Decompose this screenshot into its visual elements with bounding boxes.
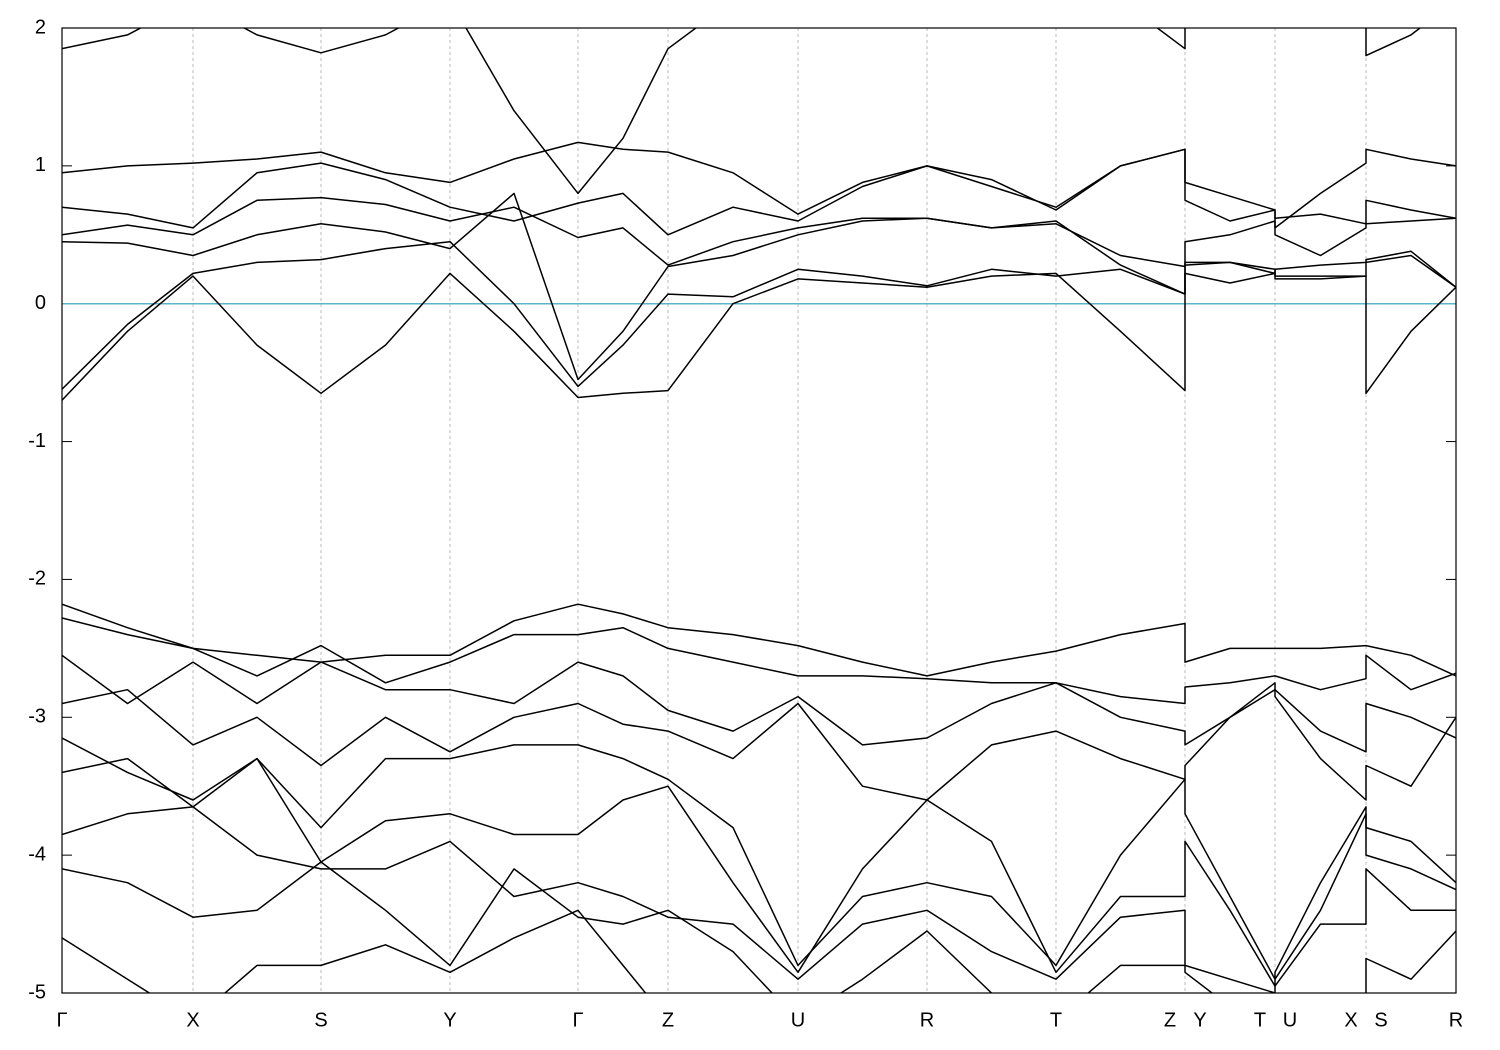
x-tick-label: Y [1193, 1009, 1206, 1031]
x-tick-label: R [1449, 1009, 1463, 1031]
band-line [62, 737, 1456, 980]
x-tick-label: T [1050, 1009, 1062, 1031]
plot-frame [61, 27, 1457, 994]
band-line [62, 654, 1456, 753]
x-tick-label: Z [1164, 1009, 1176, 1031]
y-tick-label: 2 [35, 16, 46, 38]
band-line [62, 192, 1456, 381]
y-tick-label: 1 [35, 154, 46, 176]
y-tick-label: -1 [28, 430, 46, 452]
band-line [62, 861, 1456, 993]
x-tick-label: X [186, 1009, 199, 1031]
band-line [62, 272, 1456, 401]
y-tick-label: 0 [35, 292, 46, 314]
grid [61, 27, 1457, 994]
x-tick-label: Y [443, 1009, 456, 1031]
y-tick-label: -2 [28, 568, 46, 590]
x-tick-label: U [1283, 1009, 1297, 1031]
band-line [62, 196, 1456, 295]
band-line [62, 148, 1456, 236]
x-tick-label: Z [662, 1009, 674, 1031]
band-line [62, 757, 1456, 987]
x-tick-label: Γ [572, 1009, 583, 1031]
band-line [62, 141, 1456, 225]
x-tick-label: U [791, 1009, 805, 1031]
y-tick-label: -5 [28, 981, 46, 1003]
band-line [62, 28, 1422, 195]
x-tick-label: S [314, 1009, 327, 1031]
x-tick-label: Γ [56, 1009, 67, 1031]
band-line [62, 688, 1456, 801]
band-line [62, 603, 1456, 677]
x-tick-label: T [1254, 1009, 1266, 1031]
y-tick-label: -4 [28, 843, 46, 865]
y-tick-label: -3 [28, 706, 46, 728]
band-line [62, 617, 1456, 705]
x-tick-label: R [920, 1009, 934, 1031]
band-line [62, 909, 647, 993]
bands [62, 28, 1456, 993]
x-tick-label: X [1344, 1009, 1357, 1031]
band-line [62, 240, 1456, 390]
x-tick-label: S [1374, 1009, 1387, 1031]
band-line [62, 806, 1456, 993]
